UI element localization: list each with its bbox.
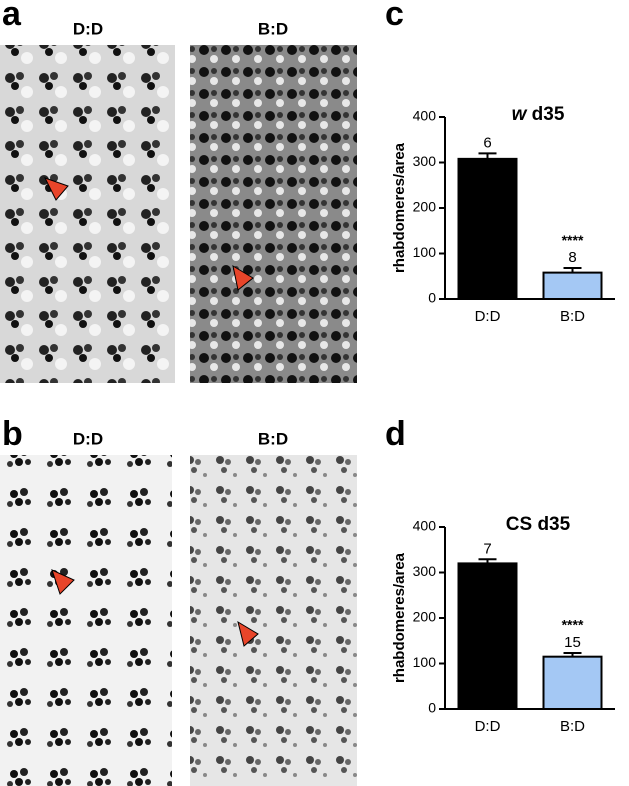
micrograph: [190, 45, 357, 383]
y-axis-label: rhabdomeres/area: [391, 552, 408, 683]
y-tick-label: 400: [413, 518, 437, 534]
micrograph: [0, 45, 175, 383]
panel-label: B:D: [258, 19, 288, 38]
panel-letter: a: [2, 0, 22, 33]
y-tick-label: 0: [428, 700, 436, 716]
panel-label: B:D: [258, 429, 288, 448]
chart-title: CS d35: [506, 514, 571, 535]
n-label: 6: [483, 134, 491, 151]
y-tick-label: 300: [413, 153, 437, 169]
y-tick-label: 100: [413, 654, 437, 670]
significance-label: ****: [562, 232, 584, 248]
y-tick-label: 0: [428, 290, 436, 306]
y-axis-label: rhabdomeres/area: [391, 142, 408, 273]
title-part: CS d35: [506, 514, 571, 535]
panel-letter: b: [2, 415, 23, 453]
chart-title: w d35: [512, 104, 565, 125]
y-tick-label: 200: [413, 199, 437, 215]
x-tick-label: D:D: [475, 718, 501, 735]
x-tick-label: D:D: [475, 308, 501, 325]
bar: [457, 562, 518, 711]
panel-label: D:D: [73, 429, 103, 448]
panel-letter: c: [385, 0, 404, 33]
micrograph: [0, 455, 172, 786]
arrowhead: [232, 264, 254, 291]
panel-label: D:D: [73, 19, 103, 38]
y-tick-label: 400: [413, 108, 437, 124]
x-tick-label: B:D: [560, 308, 585, 325]
n-label: 7: [483, 540, 491, 557]
micrograph: [190, 455, 357, 786]
n-label: 8: [568, 249, 576, 266]
significance-label: ****: [562, 617, 584, 633]
bar: [542, 655, 603, 710]
y-tick-label: 100: [413, 244, 437, 260]
arrowhead: [237, 620, 259, 647]
bar: [457, 157, 518, 300]
arrowhead: [51, 569, 75, 595]
y-tick-label: 200: [413, 609, 437, 625]
title-part: w: [512, 104, 528, 125]
y-tick-label: 300: [413, 563, 437, 579]
panel-letter: d: [385, 415, 406, 453]
x-tick-label: B:D: [560, 718, 585, 735]
n-label: 15: [564, 634, 581, 651]
arrowhead: [44, 177, 69, 201]
title-part: d35: [526, 104, 564, 125]
bar: [542, 271, 603, 300]
